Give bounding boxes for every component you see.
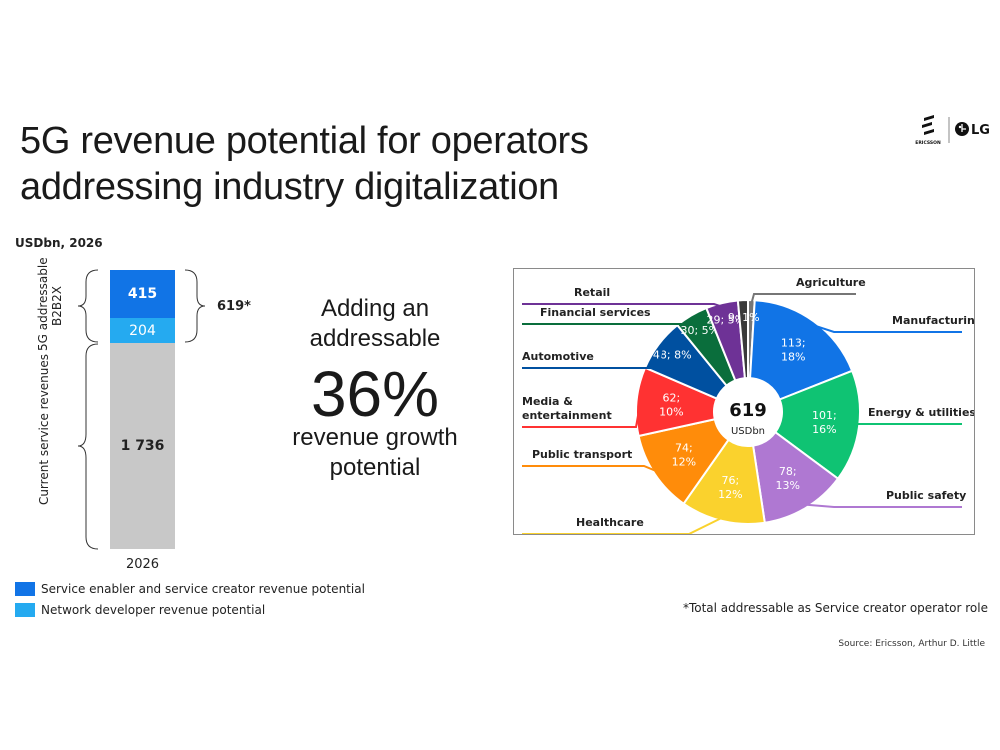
footnote: *Total addressable as Service creator op… [682,601,988,615]
bar-segment-network-developer: 204 [110,318,175,343]
headline-line-3: revenue growth [292,424,458,451]
leader-line-manufacturing [811,323,962,333]
legend-label: Service enabler and service creator reve… [41,582,365,596]
donut-center-value: 619 [729,400,767,421]
leader-line-agriculture [750,293,856,305]
source-note: Source: Ericsson, Arthur D. Little [838,639,985,649]
donut-slice-value-label: 48; 8% [653,349,692,362]
ericsson-wordmark: ERICSSON [915,140,941,146]
ericsson-logo-icon: ERICSSON [915,115,941,146]
leader-line-media-entertainment [522,401,642,428]
title-line-1: 5G revenue potential for operators [20,120,589,162]
donut-category-label-energy-utilities: Energy & utilities [868,406,974,419]
b2b2x-label-line-1: 5G addressable [36,257,50,351]
donut-category-label-public-transport: Public transport [532,448,632,461]
b2b2x-axis-label: 5G addressable B2B2X [36,257,64,351]
donut-slice-manufacturing [748,299,854,401]
legend-label: Network developer revenue potential [41,603,266,617]
donut-slice-value-label: 78; 13% [775,465,799,492]
donut-slice-value-label: 76; 12% [718,474,742,501]
donut-category-label-agriculture: Agriculture [796,276,866,289]
donut-chart: Agriculture 113; 18% Manufacturing 101; 16% En… [522,276,983,535]
bar-total-label: 619* [217,299,251,314]
donut-center-unit: USDbn [731,426,765,437]
b2b2x-left-brace [77,269,99,343]
bar-category-label: 2026 [125,557,160,572]
bar-segment-current-revenues: 1 736 [110,343,175,549]
donut-category-label-financial-services: Financial services [540,306,651,319]
donut-category-label-healthcare: Healthcare [576,516,644,529]
donut-slice-value-label: 101; 16% [812,409,837,436]
page-title: 5G revenue potential for operators addre… [20,118,589,210]
donut-category-label-retail: Retail [574,286,610,299]
donut-slice-value-label: 62; 10% [659,392,683,419]
lg-wordmark: LG [971,123,990,138]
donut-slice-energy-utilities [773,369,861,481]
bar-segment-service-creator: 415 [110,270,175,318]
leader-line-retail [522,303,724,308]
donut-slice-value-label: 30; 5% [680,324,719,337]
unit-label: USDbn, 2026 [15,236,103,250]
donut-category-label-public-safety: Public safety [886,489,966,502]
current-revenues-axis-label: Current service revenues [37,353,51,506]
leader-line-energy-utilities [854,423,962,427]
leader-line-automotive [522,346,663,369]
legend-swatch [15,582,35,596]
total-right-brace [184,269,206,343]
leader-line-public-transport [522,465,659,473]
leader-line-public-safety [803,503,962,508]
lg-logo-icon: LG [955,122,990,138]
donut-slice-value-label: 113; 18% [781,337,806,364]
headline-intro: Adding an addressable [270,294,480,354]
headline-percentage: 36% [310,358,440,430]
donut-category-label-automotive: Automotive [522,350,594,363]
donut-chart-panel: Agriculture 113; 18% Manufacturing 101; 16% En… [513,268,983,535]
donut-slice-value-label: 9; 1% [728,311,760,324]
donut-slice-value-label: 74; 12% [672,442,696,469]
donut-slice-unnamed [736,298,749,380]
legend-swatch [15,603,35,617]
legend-item-service-creator: Service enabler and service creator reve… [15,582,365,596]
title-line-2: addressing industry digitalization [20,166,560,208]
legend-item-network-developer: Network developer revenue potential [15,603,265,617]
donut-center-circle [716,380,780,444]
headline-line-2: addressable [309,325,441,352]
headline-outro: revenue growth potential [270,423,480,483]
leader-line-financial-services [522,318,694,325]
headline-line-1: Adding an [320,295,430,322]
donut-category-label-media-entertainment: Media & entertainment [522,395,612,422]
headline-line-4: potential [329,454,421,481]
donut-category-label-manufacturing: Manufacturing [892,314,974,327]
donut-slice-value-label: 29; 5% [706,314,745,327]
b2b2x-label-line-2: B2B2X [50,286,64,326]
brand-logos: ERICSSON LG [915,115,990,146]
current-left-brace [77,343,99,550]
